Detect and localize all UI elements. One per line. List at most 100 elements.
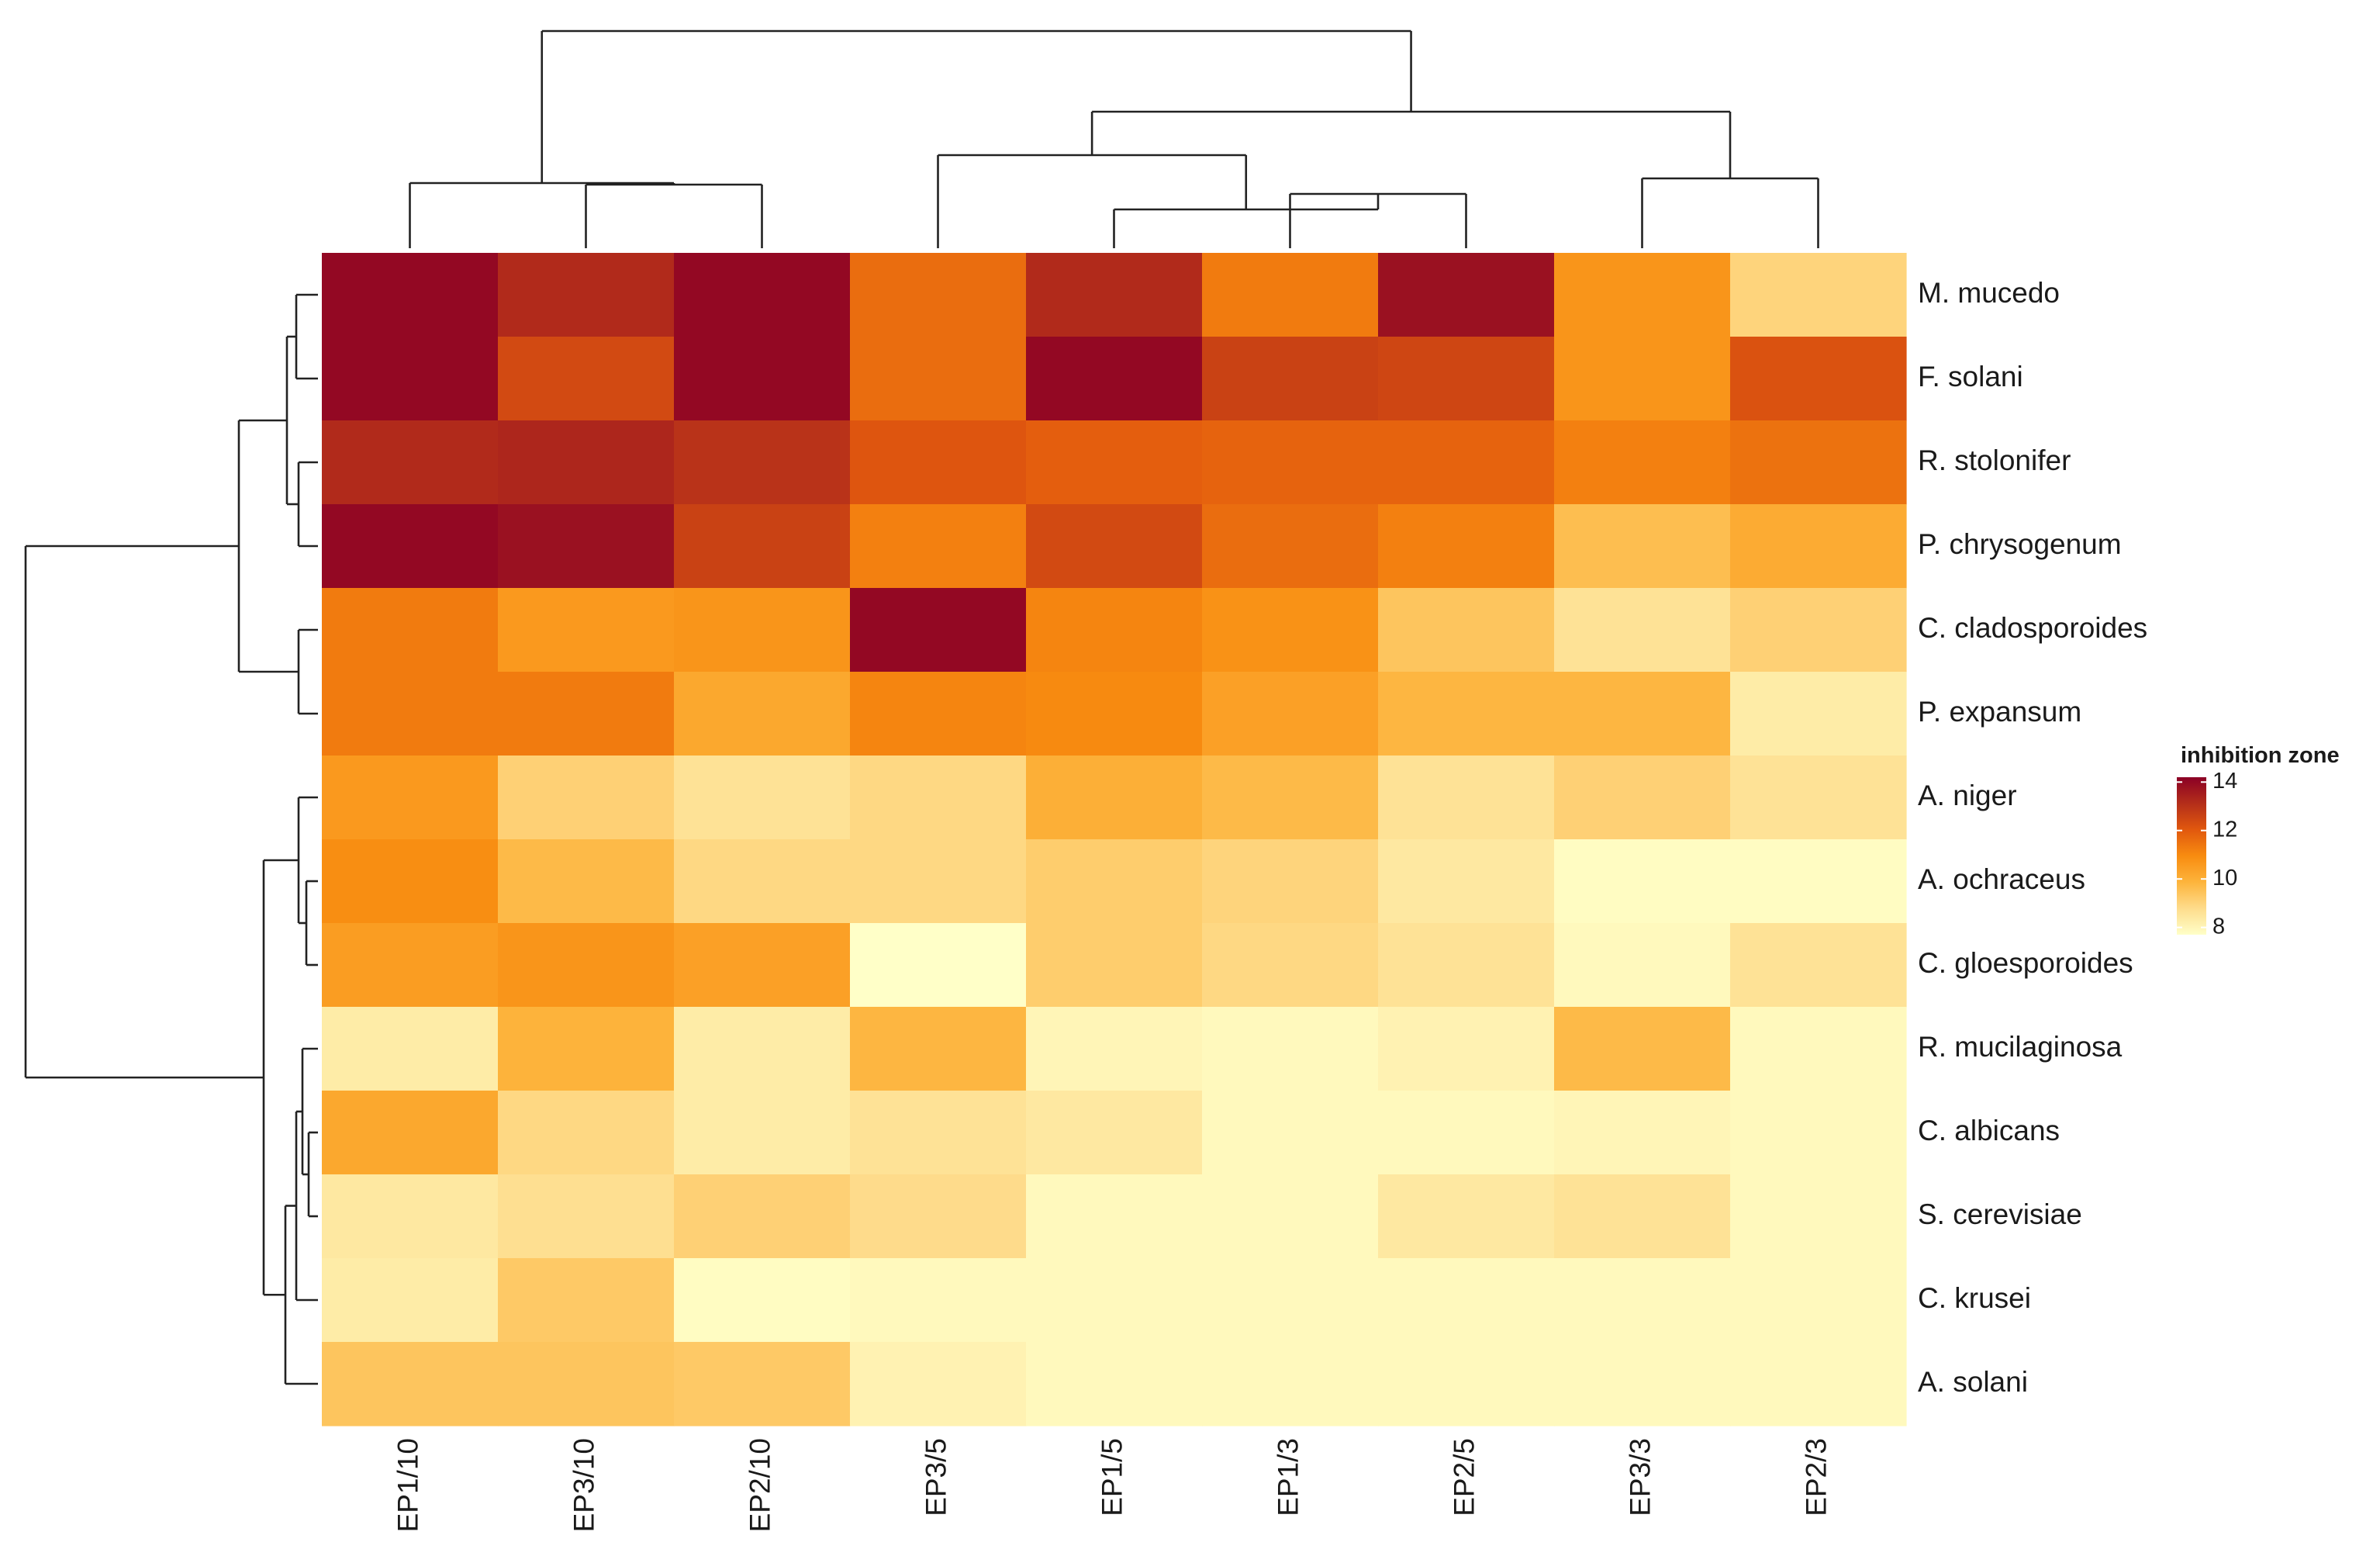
heatmap-cell — [322, 1174, 499, 1259]
heatmap-cell — [674, 504, 851, 589]
heatmap-cell — [1378, 253, 1555, 337]
row-label: C. krusei — [1918, 1282, 2031, 1314]
heatmap-cell — [1730, 1174, 1907, 1259]
column-label: EP2/5 — [1448, 1438, 1480, 1516]
heatmap-cell — [850, 1258, 1027, 1343]
heatmap-cell — [498, 420, 675, 505]
column-dendrogram — [409, 29, 1819, 248]
heatmap-cell — [322, 504, 499, 589]
heatmap-cell — [498, 504, 675, 589]
heatmap-cell — [1378, 420, 1555, 505]
heatmap-cell — [674, 756, 851, 840]
heatmap-cell — [1026, 1091, 1203, 1175]
heatmap-cell — [1378, 337, 1555, 421]
row-label: P. chrysogenum — [1918, 528, 2122, 560]
heatmap-cell — [674, 923, 851, 1008]
heatmap-cell — [1202, 756, 1379, 840]
heatmap-cell — [1554, 1258, 1731, 1343]
heatmap-cell — [322, 588, 499, 673]
heatmap-cell — [498, 1258, 675, 1343]
heatmap-cell — [674, 253, 851, 337]
heatmap-cell — [1730, 923, 1907, 1008]
heatmap-cell — [674, 420, 851, 505]
heatmap-cell — [1378, 1342, 1555, 1426]
heatmap-cell — [1554, 839, 1731, 924]
column-label: EP1/3 — [1272, 1438, 1304, 1516]
column-label: EP3/5 — [920, 1438, 952, 1516]
heatmap-cell — [1378, 923, 1555, 1008]
heatmap-cell — [498, 756, 675, 840]
legend-tick-label: 14 — [2212, 769, 2237, 794]
heatmap-cell — [850, 756, 1027, 840]
heatmap-cell — [674, 1174, 851, 1259]
heatmap-cell — [850, 420, 1027, 505]
heatmap-cell — [322, 337, 499, 421]
heatmap-cell — [1026, 504, 1203, 589]
heatmap-cell — [850, 839, 1027, 924]
color-legend: inhibition zone 14 12 10 8 — [2177, 743, 2340, 939]
heatmap-cell — [1202, 504, 1379, 589]
row-label: P. expansum — [1918, 696, 2081, 728]
legend-colorbar — [2177, 777, 2206, 935]
row-label: M. mucedo — [1918, 277, 2060, 309]
heatmap-cell — [1730, 1091, 1907, 1175]
heatmap-cell — [674, 1342, 851, 1426]
heatmap-cells — [322, 253, 1907, 1426]
heatmap-cell — [674, 588, 851, 673]
heatmap-cell — [1026, 756, 1203, 840]
heatmap-cell — [1202, 420, 1379, 505]
heatmap-cell — [1026, 1342, 1203, 1426]
heatmap-cell — [1202, 1174, 1379, 1259]
heatmap-cell — [1202, 839, 1379, 924]
row-label: A. ochraceus — [1918, 863, 2085, 895]
heatmap-cell — [322, 253, 499, 337]
heatmap-cell — [1730, 337, 1907, 421]
heatmap-cell — [1554, 588, 1731, 673]
heatmap-cell — [1026, 1007, 1203, 1091]
heatmap-cell — [850, 1007, 1027, 1091]
heatmap-cell — [1202, 1258, 1379, 1343]
heatmap-cell — [1026, 337, 1203, 421]
heatmap-cell — [498, 337, 675, 421]
legend-ticks: 14 12 10 8 — [2177, 769, 2237, 939]
heatmap-cell — [674, 672, 851, 756]
heatmap-cell — [498, 1174, 675, 1259]
heatmap-cell — [1730, 839, 1907, 924]
heatmap-cell — [1026, 923, 1203, 1008]
heatmap-cell — [850, 1174, 1027, 1259]
heatmap-cell — [674, 1258, 851, 1343]
row-label: R. mucilaginosa — [1918, 1031, 2123, 1063]
column-label: EP1/5 — [1096, 1438, 1128, 1516]
heatmap-cell — [1378, 1174, 1555, 1259]
heatmap-cell — [1202, 1007, 1379, 1091]
legend-title: inhibition zone — [2181, 743, 2340, 768]
column-label: EP1/10 — [392, 1438, 423, 1532]
heatmap-cell — [1554, 672, 1731, 756]
heatmap-cell — [1026, 672, 1203, 756]
heatmap-cell — [1554, 504, 1731, 589]
row-label: C. gloesporoides — [1918, 947, 2133, 979]
heatmap-cell — [850, 672, 1027, 756]
heatmap-cell — [322, 1091, 499, 1175]
heatmap-cell — [1202, 923, 1379, 1008]
heatmap-cell — [850, 1091, 1027, 1175]
row-labels: M. mucedo F. solani R. stolonifer P. chryso… — [1918, 277, 2147, 1398]
row-label: S. cerevisiae — [1918, 1198, 2082, 1230]
heatmap-cell — [1378, 672, 1555, 756]
column-label: EP2/3 — [1800, 1438, 1832, 1516]
heatmap-cell — [498, 253, 675, 337]
heatmap-cell — [1202, 337, 1379, 421]
heatmap-cell — [498, 1342, 675, 1426]
heatmap-cell — [1026, 1174, 1203, 1259]
heatmap-cell — [1554, 923, 1731, 1008]
heatmap-cell — [674, 1091, 851, 1175]
heatmap-cell — [498, 588, 675, 673]
heatmap-cell — [1378, 1007, 1555, 1091]
heatmap-cell — [1554, 253, 1731, 337]
heatmap-cell — [1026, 420, 1203, 505]
heatmap-cell — [1378, 588, 1555, 673]
heatmap-cell — [1026, 253, 1203, 337]
heatmap-cell — [1378, 1258, 1555, 1343]
column-labels: EP1/10 EP3/10 EP2/10 EP3/5 EP1/5 EP1/3 EP2/5 EP… — [392, 1438, 1832, 1532]
